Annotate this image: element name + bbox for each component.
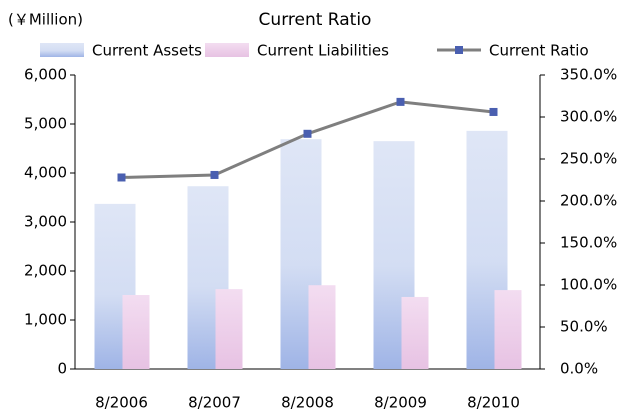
x-tick-label: 8/2007 bbox=[188, 394, 241, 411]
y2-tick-label: 250.0% bbox=[560, 150, 617, 168]
y2-tick-label: 200.0% bbox=[560, 192, 617, 210]
y2-tick-label: 300.0% bbox=[560, 108, 617, 126]
ratio-marker bbox=[396, 97, 405, 106]
legend-swatch bbox=[40, 43, 84, 57]
y-tick-label: 1,000 bbox=[24, 311, 67, 329]
liabilities-bar bbox=[215, 289, 243, 369]
y-tick-label: 3,000 bbox=[24, 213, 67, 231]
legend-label: Current Liabilities bbox=[257, 42, 389, 60]
y-tick-label: 4,000 bbox=[24, 164, 67, 182]
ratio-marker bbox=[117, 173, 126, 182]
y2-tick-label: 350.0% bbox=[560, 66, 617, 84]
y-tick-label: 2,000 bbox=[24, 262, 67, 280]
liabilities-bar bbox=[308, 285, 336, 369]
x-tick-label: 8/2009 bbox=[374, 394, 427, 411]
y2-tick-label: 150.0% bbox=[560, 234, 617, 252]
y-tick-label: 6,000 bbox=[24, 66, 67, 84]
y2-tick-label: 100.0% bbox=[560, 276, 617, 294]
x-tick-label: 8/2006 bbox=[95, 394, 148, 411]
legend-swatch bbox=[205, 43, 249, 57]
y-tick-label: 0 bbox=[57, 360, 67, 378]
legend-label: Current Assets bbox=[92, 42, 202, 60]
ratio-marker bbox=[303, 129, 312, 138]
chart-title: Current Ratio bbox=[259, 10, 372, 30]
liabilities-bar bbox=[401, 296, 429, 369]
y2-tick-label: 50.0% bbox=[560, 318, 608, 336]
liabilities-bar bbox=[494, 290, 522, 369]
ratio-marker bbox=[489, 107, 498, 116]
ratio-marker bbox=[210, 170, 219, 179]
legend-marker bbox=[455, 46, 463, 54]
y-tick-label: 5,000 bbox=[24, 115, 67, 133]
unit-label: (￥Million) bbox=[8, 11, 83, 29]
x-tick-label: 8/2010 bbox=[467, 394, 520, 411]
y2-tick-label: 0.0% bbox=[560, 360, 598, 378]
legend-label: Current Ratio bbox=[489, 42, 589, 60]
x-tick-label: 8/2008 bbox=[281, 394, 334, 411]
liabilities-bar bbox=[122, 295, 150, 369]
